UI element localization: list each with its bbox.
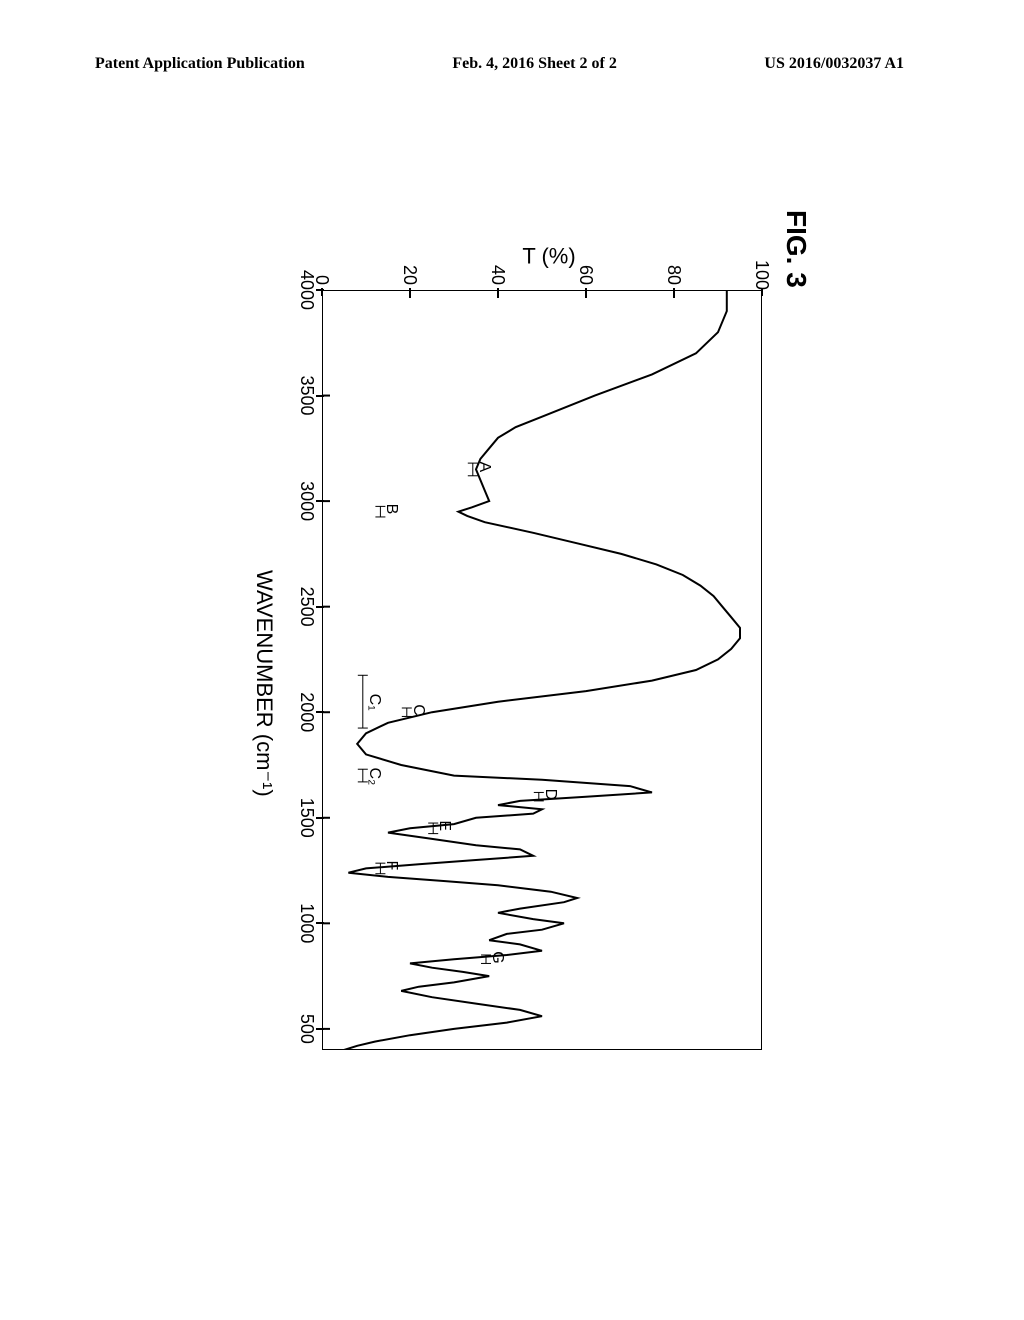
x-tick-label: 1500 (296, 798, 317, 838)
page-header: Patent Application Publication Feb. 4, 2… (0, 55, 1024, 73)
figure-title: FIG. 3 (780, 210, 812, 288)
peak-label-C: C (409, 704, 427, 716)
x-tick-label: 3500 (296, 376, 317, 416)
x-tick-label: 4000 (296, 270, 317, 310)
y-axis-label: T (%) (522, 244, 575, 270)
y-tick-label: 40 (487, 260, 508, 285)
peak-label-C2: C₂ (365, 768, 383, 786)
peak-label-C1: C₁ (365, 694, 383, 711)
peak-label-D: D (541, 789, 559, 801)
peak-label-A: A (475, 461, 493, 472)
spectrum-chart (322, 290, 762, 1050)
y-tick-label: 100 (751, 260, 772, 285)
x-tick-label: 1000 (296, 903, 317, 943)
x-tick-label: 500 (296, 1014, 317, 1044)
peak-label-B: B (382, 504, 400, 515)
peak-label-E: E (435, 820, 453, 831)
y-tick-label: 80 (663, 260, 684, 285)
header-publication: Patent Application Publication (95, 55, 305, 73)
x-tick-label: 2500 (296, 587, 317, 627)
peak-label-F: F (382, 860, 400, 870)
y-tick-label: 60 (575, 260, 596, 285)
header-patent-number: US 2016/0032037 A1 (764, 55, 904, 73)
x-tick-label: 3000 (296, 481, 317, 521)
figure-wrapper: FIG. 3 T (%) WAVENUMBER (cm⁻¹) 020406080… (212, 210, 812, 1110)
x-tick-label: 2000 (296, 692, 317, 732)
header-date-sheet: Feb. 4, 2016 Sheet 2 of 2 (452, 55, 616, 73)
x-axis-label: WAVENUMBER (cm⁻¹) (251, 570, 277, 797)
peak-label-G: G (488, 951, 506, 963)
y-tick-label: 20 (399, 260, 420, 285)
